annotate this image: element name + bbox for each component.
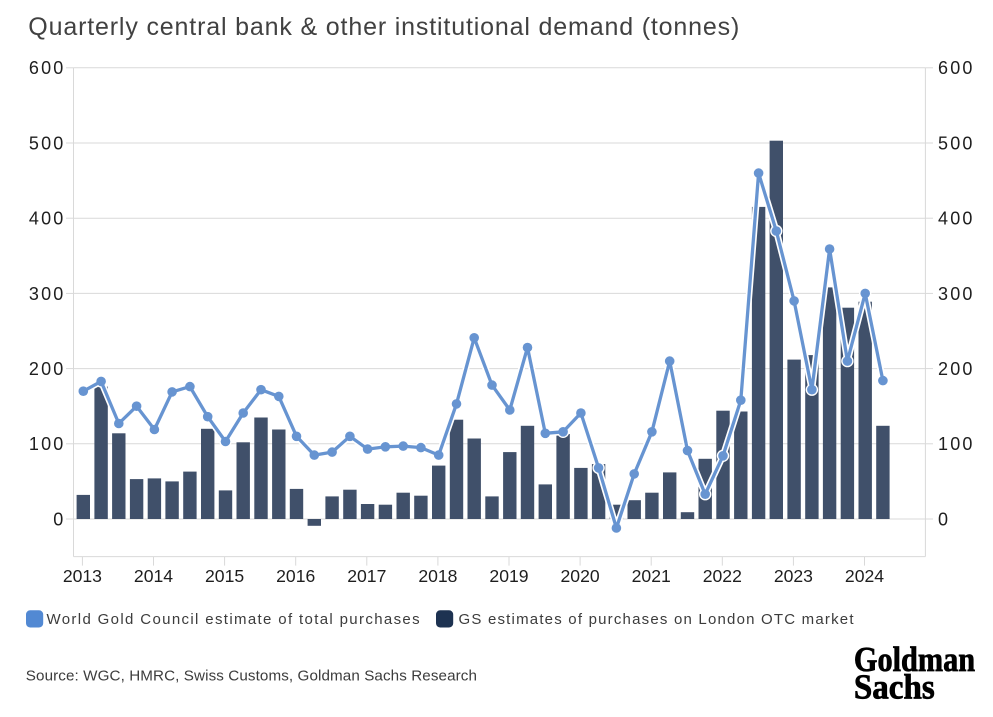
svg-text:100: 100: [938, 434, 975, 454]
svg-text:200: 200: [938, 359, 975, 379]
svg-text:0: 0: [53, 509, 65, 529]
svg-text:2023: 2023: [774, 566, 813, 586]
svg-text:2014: 2014: [134, 566, 173, 586]
svg-text:400: 400: [29, 209, 66, 229]
svg-text:Goldman: Goldman: [854, 640, 975, 679]
svg-text:500: 500: [29, 133, 66, 153]
svg-text:400: 400: [938, 209, 975, 229]
svg-text:World Gold Council estimate of: World Gold Council estimate of total pur…: [47, 611, 421, 628]
svg-text:2024: 2024: [845, 566, 884, 586]
svg-text:2021: 2021: [632, 566, 671, 586]
svg-text:2017: 2017: [347, 566, 386, 586]
svg-text:2018: 2018: [418, 566, 457, 586]
svg-text:300: 300: [938, 284, 975, 304]
svg-text:2020: 2020: [561, 566, 600, 586]
svg-text:300: 300: [29, 284, 66, 304]
svg-text:2022: 2022: [703, 566, 742, 586]
svg-text:2016: 2016: [276, 566, 315, 586]
svg-text:2013: 2013: [63, 566, 102, 586]
svg-text:0: 0: [938, 509, 950, 529]
svg-text:600: 600: [29, 58, 66, 78]
svg-text:Sachs: Sachs: [854, 668, 935, 707]
svg-text:2019: 2019: [489, 566, 528, 586]
svg-text:Quarterly central bank & other: Quarterly central bank & other instituti…: [28, 13, 740, 41]
svg-text:200: 200: [29, 359, 66, 379]
svg-text:GS estimates of purchases on L: GS estimates of purchases on London OTC …: [459, 611, 855, 628]
svg-text:Source: WGC, HMRC, Swiss Custo: Source: WGC, HMRC, Swiss Customs, Goldma…: [26, 668, 477, 685]
svg-text:100: 100: [29, 434, 66, 454]
svg-text:600: 600: [938, 58, 975, 78]
svg-text:500: 500: [938, 133, 975, 153]
svg-text:2015: 2015: [205, 566, 244, 586]
